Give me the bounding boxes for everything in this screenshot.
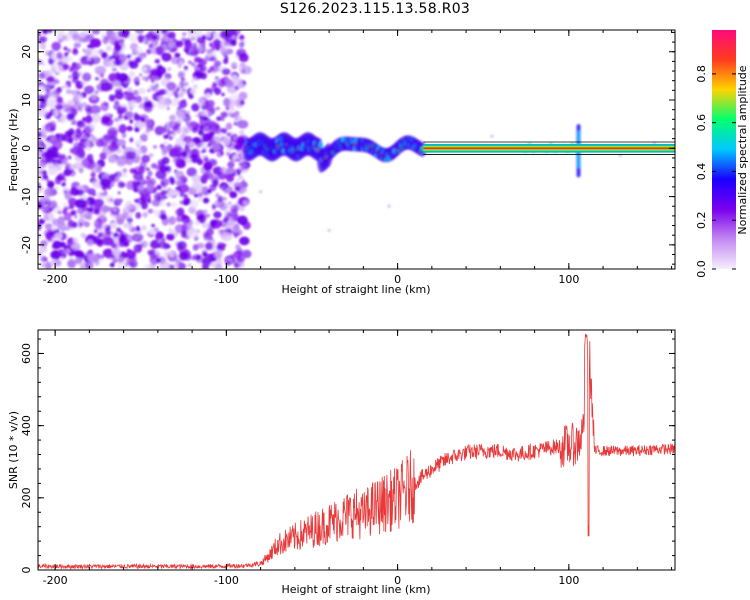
heatmap-y-tick-label: -10 bbox=[20, 188, 33, 206]
snr-xlabel: Height of straight line (km) bbox=[281, 583, 430, 596]
snr-y-tick-label: 0 bbox=[20, 567, 33, 574]
heatmap-noise-blobs bbox=[38, 30, 656, 269]
colorbar-tick-label: 0.2 bbox=[695, 211, 708, 229]
colorbar-tick-label: 0.6 bbox=[695, 114, 708, 131]
heatmap-plot-area bbox=[38, 30, 675, 269]
snr-y-tick-label: 200 bbox=[20, 487, 33, 508]
snr-x-tick-label: 100 bbox=[558, 574, 579, 587]
chart-title: S126.2023.115.13.58.R03 bbox=[279, 1, 471, 17]
snr-axes: -200 -100 0 100 0 200 400 600 bbox=[20, 330, 675, 587]
snr-frame bbox=[37, 329, 676, 571]
heatmap-x-tick-label: -200 bbox=[43, 273, 68, 286]
snr-x-tick-label: -100 bbox=[214, 574, 239, 587]
heatmap-x-tick-label: 100 bbox=[558, 273, 579, 286]
colorbar bbox=[712, 30, 736, 269]
colorbar-label: Normalized spectral amplitude bbox=[736, 65, 749, 234]
heatmap-carrier-line bbox=[423, 141, 675, 155]
colorbar-ticks: 0.0 0.2 0.4 0.6 0.8 bbox=[695, 65, 736, 278]
heatmap-y-tick-label: -20 bbox=[20, 236, 33, 254]
snr-x-tick-label: -200 bbox=[43, 574, 68, 587]
snr-y-tick-label: 400 bbox=[20, 415, 33, 436]
heatmap-y-tick-label: 10 bbox=[20, 93, 33, 107]
snr-ylabel: SNR (10 * v/v) bbox=[7, 411, 20, 489]
heatmap-y-tick-label: 20 bbox=[20, 45, 33, 59]
colorbar-tick-label: 0.8 bbox=[695, 65, 708, 83]
heatmap-frame bbox=[37, 29, 676, 270]
snr-x-tick-label: 0 bbox=[394, 574, 401, 587]
heatmap-ylabel: Frequency (Hz) bbox=[7, 109, 20, 192]
colorbar-tick-label: 0.0 bbox=[695, 260, 708, 278]
snr-series-line bbox=[38, 333, 675, 570]
heatmap-y-tick-label: 0 bbox=[20, 145, 33, 152]
heatmap-xlabel: Height of straight line (km) bbox=[281, 283, 430, 296]
heatmap-x-tick-label: -100 bbox=[214, 273, 239, 286]
snr-y-tick-label: 600 bbox=[20, 343, 33, 364]
snr-plot-area bbox=[38, 333, 675, 570]
heatmap-x-tick-label: 0 bbox=[394, 273, 401, 286]
colorbar-tick-label: 0.4 bbox=[695, 163, 708, 181]
